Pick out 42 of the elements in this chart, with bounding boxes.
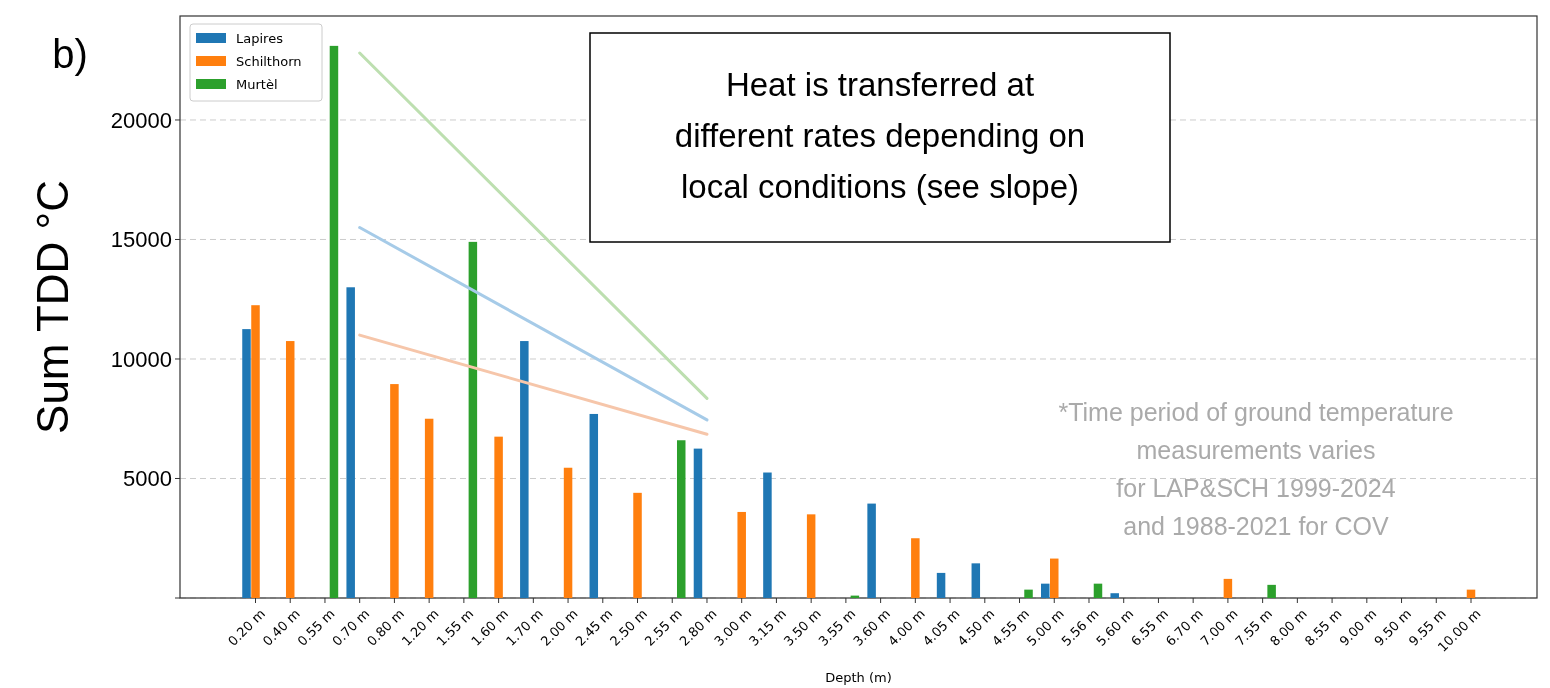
bar <box>1466 589 1476 598</box>
y-axis-title: Sum TDD °C <box>28 180 77 434</box>
bar <box>468 241 478 598</box>
y-tick-label: 15000 <box>110 227 172 253</box>
bar <box>1223 578 1233 598</box>
bar <box>633 492 642 598</box>
bar <box>242 329 251 598</box>
legend-label: Schilthorn <box>236 53 302 69</box>
bar <box>737 511 746 598</box>
y-tick-label: 20000 <box>110 107 172 133</box>
bar <box>1050 558 1059 598</box>
bar <box>806 514 816 598</box>
bar <box>589 413 599 598</box>
bar <box>676 440 686 598</box>
x-axis-title: Depth (m) <box>825 670 892 685</box>
bar <box>911 538 920 598</box>
bar <box>1093 583 1103 598</box>
bar <box>867 503 876 598</box>
bar <box>1024 589 1033 598</box>
bar <box>1110 593 1119 598</box>
bar <box>329 45 339 598</box>
bar <box>1267 584 1276 598</box>
text: b) <box>52 32 88 76</box>
bar <box>424 418 434 598</box>
bar <box>346 287 355 598</box>
bar <box>285 341 295 598</box>
bar <box>1041 583 1050 598</box>
bar <box>563 467 573 598</box>
bar <box>520 341 529 598</box>
bar <box>763 472 772 598</box>
bar <box>251 305 260 598</box>
legend-label: Murtèl <box>236 76 278 92</box>
y-tick-label: 10000 <box>110 346 172 372</box>
bar <box>390 384 399 598</box>
annotation: *Time period of ground temperature measurements varies for LAP&SCH 1999-2024 and 1988-2021 for COV <box>1058 398 1454 540</box>
bar <box>971 563 981 598</box>
bar <box>494 436 503 598</box>
bar <box>693 448 703 598</box>
bar <box>936 572 946 598</box>
legend-label: Lapires <box>236 30 284 46</box>
y-tick-label: 5000 <box>123 466 172 492</box>
annotation: Heat is transferred at different rates depending on local conditions (see slope) <box>674 66 1086 205</box>
